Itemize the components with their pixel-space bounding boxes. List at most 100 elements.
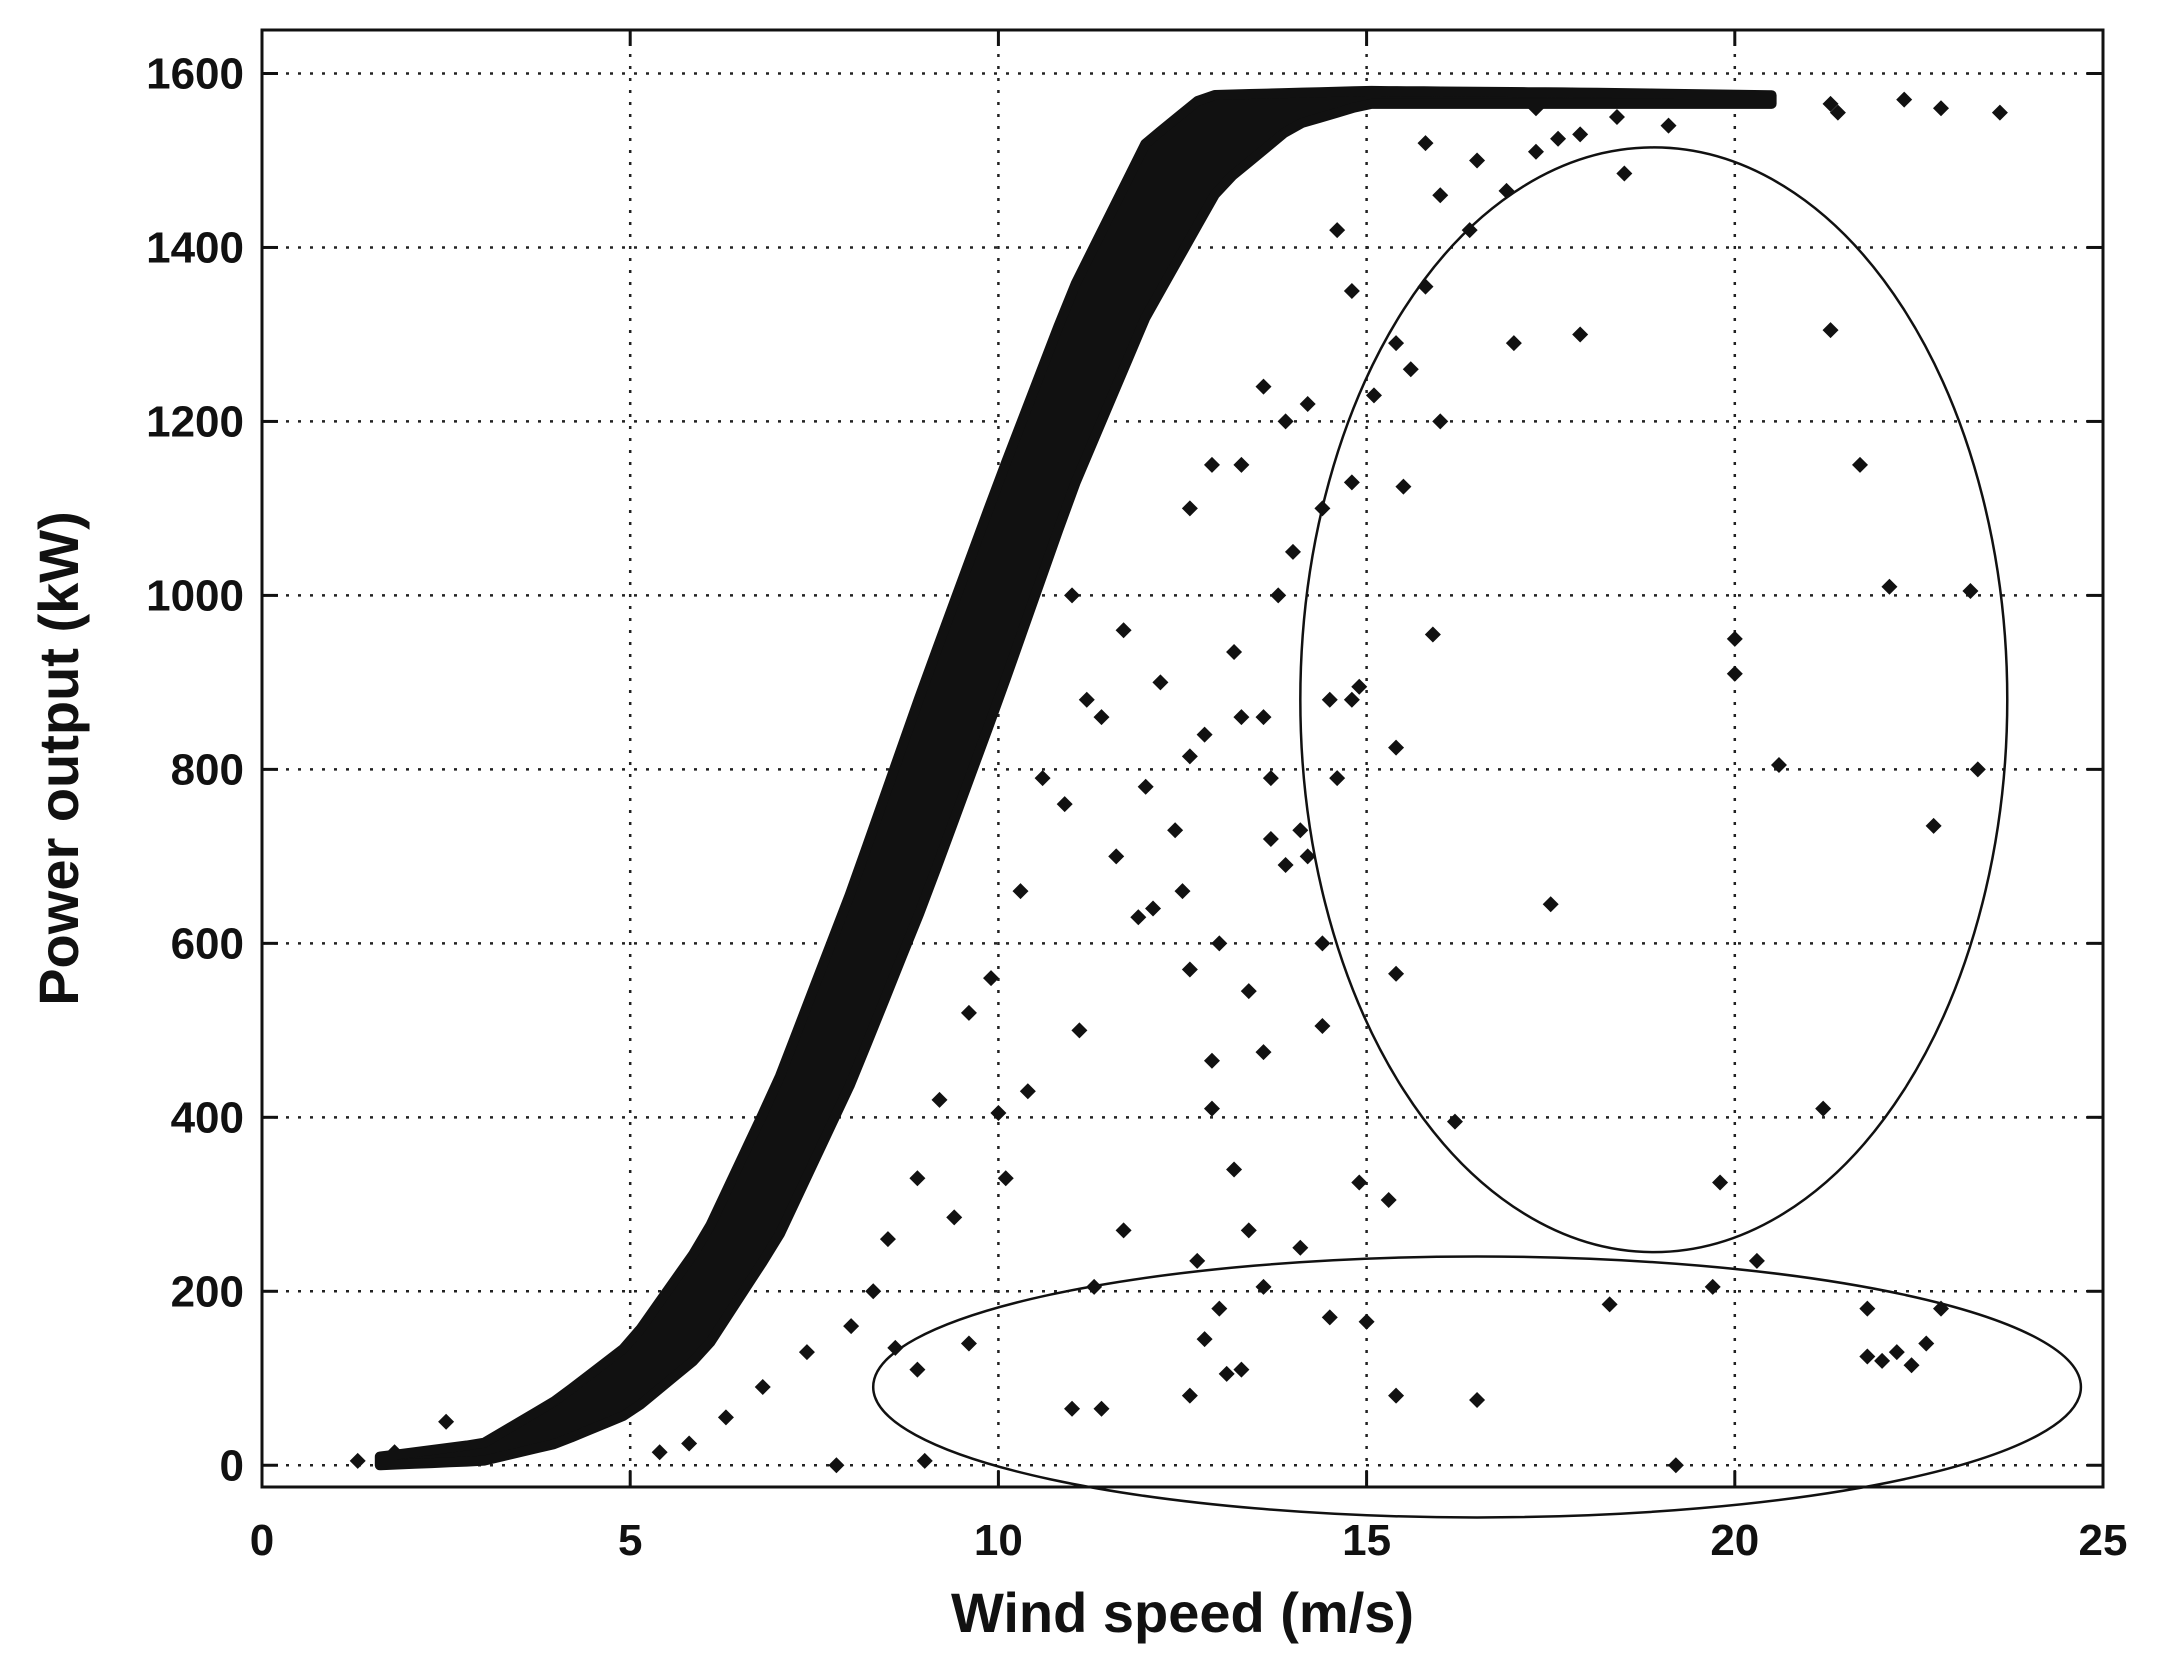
scatter-point [1388, 1387, 1405, 1404]
y-tick-label: 1000 [146, 571, 244, 620]
scatter-point [1284, 543, 1301, 560]
scatter-point [879, 1231, 896, 1248]
scatter-point [1056, 796, 1073, 813]
scatter-point [1388, 335, 1405, 352]
scatter-point [1196, 726, 1213, 743]
outlier-ellipse-lower [871, 1255, 2083, 1519]
x-tick-label: 15 [1342, 1516, 1391, 1565]
scatter-point [1152, 674, 1169, 691]
scatter-point [681, 1435, 698, 1452]
scatter-point [1012, 883, 1029, 900]
grid-layer [262, 30, 2103, 1487]
scatter-point [1181, 500, 1198, 517]
scatter-point [909, 1361, 926, 1378]
scatter-point [916, 1452, 933, 1469]
y-tick-label: 1200 [146, 397, 244, 446]
y-axis-title: Power output (kW) [27, 511, 90, 1006]
scatter-point [1233, 709, 1250, 726]
scatter-point [1343, 691, 1360, 708]
scatter-point [1299, 396, 1316, 413]
scatter-point [1292, 822, 1309, 839]
y-tick-label: 400 [171, 1093, 244, 1142]
scatter-point [1181, 961, 1198, 978]
scatter-point [1240, 1222, 1257, 1239]
scatter-point [1505, 335, 1522, 352]
scatter-point [1189, 1252, 1206, 1269]
y-tick-label: 0 [220, 1441, 244, 1490]
scatter-point [1388, 965, 1405, 982]
scatter-point [1137, 778, 1154, 795]
scatter-point [843, 1318, 860, 1335]
scatter-point [1859, 1348, 1876, 1365]
scatter-points [349, 91, 2008, 1474]
scatter-point [1550, 130, 1567, 147]
scatter-point [1108, 848, 1125, 865]
scatter-point [1616, 165, 1633, 182]
x-axis-title: Wind speed (m/s) [951, 1581, 1414, 1644]
scatter-point [1351, 678, 1368, 695]
scatter-point [1881, 578, 1898, 595]
scatter-point [1145, 900, 1162, 917]
scatter-point [990, 1104, 1007, 1121]
scatter-point [1874, 1352, 1891, 1369]
scatter-point [1240, 983, 1257, 1000]
scatter-point [960, 1335, 977, 1352]
scatter-point [1321, 691, 1338, 708]
y-tick-label: 1600 [146, 49, 244, 98]
power-curve-band-shape [374, 85, 1777, 1471]
scatter-point [1203, 1100, 1220, 1117]
scatter-point [1424, 626, 1441, 643]
x-tick-label: 10 [974, 1516, 1023, 1565]
y-tick-label: 600 [171, 919, 244, 968]
scatter-point [1918, 1335, 1935, 1352]
scatter-point [1712, 1174, 1729, 1191]
y-tick-label: 200 [171, 1267, 244, 1316]
scatter-point [909, 1170, 926, 1187]
scatter-point [349, 1452, 366, 1469]
scatter-point [754, 1378, 771, 1395]
scatter-point [1469, 1392, 1486, 1409]
scatter-point [983, 970, 1000, 987]
scatter-point [798, 1344, 815, 1361]
scatter-point [1851, 456, 1868, 473]
scatter-point [1572, 126, 1589, 143]
tick-layer: 0 5 10 15 20 25 0 200 400 600 800 1000 1200 1400 1600 [146, 30, 2127, 1565]
outlier-ellipse-upper [1299, 146, 2009, 1254]
x-tick-label: 25 [2079, 1516, 2128, 1565]
scatter-point [1270, 587, 1287, 604]
x-tick-label: 5 [618, 1516, 642, 1565]
scatter-point [438, 1413, 455, 1430]
scatter-point [1432, 187, 1449, 204]
y-tick-label: 800 [171, 745, 244, 794]
scatter-point [1196, 1331, 1213, 1348]
scatter-point [1203, 456, 1220, 473]
scatter-point [1542, 896, 1559, 913]
scatter-point [1896, 91, 1913, 108]
scatter-point [1211, 935, 1228, 952]
scatter-point [1925, 817, 1942, 834]
scatter-point [1218, 1365, 1235, 1382]
scatter-point [1748, 1252, 1765, 1269]
scatter-point [1130, 909, 1147, 926]
scatter-point [1174, 883, 1191, 900]
scatter-point [1660, 117, 1677, 134]
scatter-point [1093, 709, 1110, 726]
scatter-point [1608, 108, 1625, 125]
scatter-point [1314, 1017, 1331, 1034]
scatter-point [1395, 478, 1412, 495]
scatter-point [651, 1444, 668, 1461]
scatter-point [946, 1209, 963, 1226]
scatter-point [1601, 1296, 1618, 1313]
scatter-point [960, 1004, 977, 1021]
scatter-point [1888, 1344, 1905, 1361]
scatter-point [1034, 770, 1051, 787]
scatter-point [1255, 1278, 1272, 1295]
scatter-point [1726, 630, 1743, 647]
scatter-point [1277, 413, 1294, 430]
scatter-point [386, 1444, 403, 1461]
scatter-point [1255, 709, 1272, 726]
scatter-point [1822, 95, 1839, 112]
scatter-point [1115, 622, 1132, 639]
